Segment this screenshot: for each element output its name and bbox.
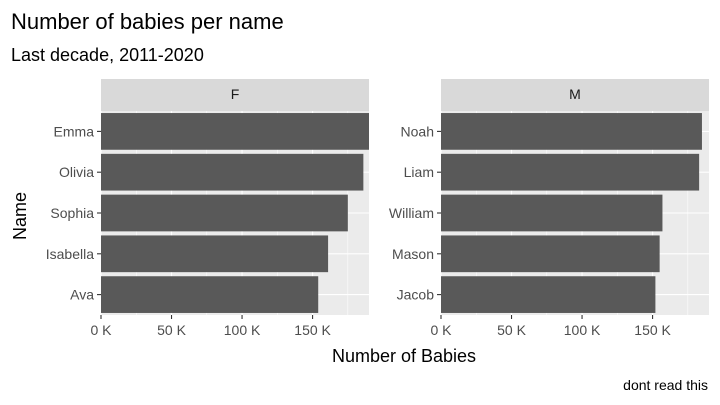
facet-strip bbox=[101, 79, 369, 111]
bar-emma bbox=[101, 113, 369, 150]
x-tick-label: 100 K bbox=[564, 322, 601, 338]
y-axis-title: Name bbox=[10, 192, 30, 240]
chart-title: Number of babies per name bbox=[11, 9, 284, 34]
y-tick-label-ava: Ava bbox=[70, 287, 94, 303]
y-tick-label-noah: Noah bbox=[401, 123, 434, 139]
bar-ava bbox=[101, 276, 319, 313]
x-tick-label: 50 K bbox=[157, 322, 186, 338]
bar-noah bbox=[441, 113, 702, 150]
x-tick-label: 0 K bbox=[430, 322, 452, 338]
y-tick-label-isabella: Isabella bbox=[46, 246, 94, 262]
bar-isabella bbox=[101, 235, 329, 273]
bar-jacob bbox=[441, 276, 656, 313]
y-tick-label-olivia: Olivia bbox=[59, 164, 94, 180]
y-tick-label-emma: Emma bbox=[54, 123, 95, 139]
facet-panel-m: M Noah Liam William Mason Jacob 0 K 50 K 100 K 15… bbox=[389, 79, 709, 338]
y-tick-label-liam: Liam bbox=[404, 164, 434, 180]
bar-olivia bbox=[101, 153, 364, 191]
facet-panels: F Emma Olivia Sophia Isabella Ava 0 K 50 K 100 K… bbox=[46, 79, 709, 338]
x-tick-label: 150 K bbox=[294, 322, 331, 338]
bar-liam bbox=[441, 153, 700, 191]
x-tick-label: 100 K bbox=[224, 322, 261, 338]
y-tick-label-sophia: Sophia bbox=[50, 205, 94, 221]
x-tick-label: 0 K bbox=[90, 322, 112, 338]
x-axis-title: Number of Babies bbox=[332, 346, 476, 366]
chart-subtitle: Last decade, 2011-2020 bbox=[11, 45, 204, 65]
x-tick-label: 150 K bbox=[634, 322, 671, 338]
y-tick-label-jacob: Jacob bbox=[397, 287, 435, 303]
facet-strip-label: M bbox=[569, 86, 581, 102]
chart-caption: dont read this bbox=[623, 377, 708, 393]
x-tick-label: 50 K bbox=[497, 322, 526, 338]
y-tick-label-mason: Mason bbox=[392, 246, 434, 262]
bar-mason bbox=[441, 235, 660, 273]
facet-strip bbox=[441, 79, 709, 111]
facet-strip-label: F bbox=[231, 86, 240, 102]
bar-william bbox=[441, 194, 663, 232]
facet-panel-f: F Emma Olivia Sophia Isabella Ava 0 K 50 K 100 K… bbox=[46, 79, 369, 338]
bar-sophia bbox=[101, 194, 348, 232]
y-tick-label-william: William bbox=[389, 205, 434, 221]
